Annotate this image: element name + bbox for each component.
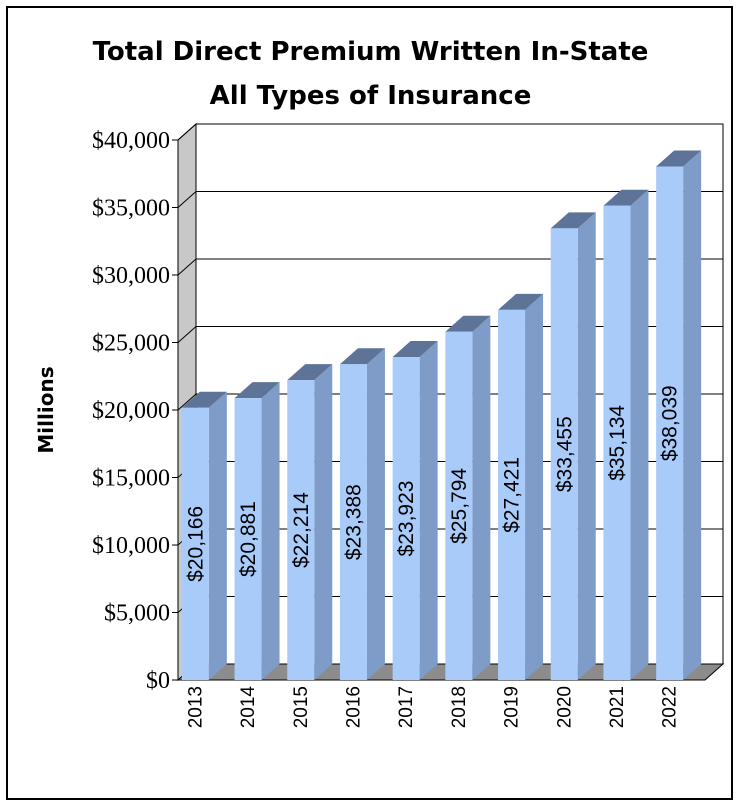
gridline-side bbox=[177, 191, 197, 208]
x-tick-label: 2013 bbox=[185, 686, 206, 728]
bar bbox=[603, 189, 649, 681]
bar-front bbox=[498, 309, 526, 680]
data-label: $20,166 bbox=[184, 506, 207, 582]
x-tick-label: 2014 bbox=[238, 686, 259, 729]
bar-top bbox=[181, 391, 227, 408]
bar bbox=[287, 364, 333, 680]
bar-front bbox=[550, 228, 578, 681]
y-tick-label: $20,000 bbox=[92, 398, 170, 424]
y-tick-label: $10,000 bbox=[92, 533, 170, 559]
bar-front bbox=[287, 380, 315, 680]
bar-side bbox=[208, 391, 227, 680]
y-tick-label: $40,000 bbox=[92, 128, 170, 154]
data-labels: $20,166 $20,881 $22,214 $23,388 $23,923 $25,7… bbox=[184, 385, 681, 582]
bar-top bbox=[287, 364, 333, 381]
bar-side bbox=[314, 364, 333, 680]
data-label: $23,923 bbox=[395, 481, 418, 557]
bar-side bbox=[525, 293, 544, 680]
data-label: $35,134 bbox=[606, 405, 629, 481]
y-tick-label: $30,000 bbox=[92, 263, 170, 289]
data-label: $33,455 bbox=[553, 416, 576, 492]
x-tick-label: 2020 bbox=[554, 686, 575, 728]
y-axis-ticks: $0 $5,000 $10,000 $15,000 $20,000 $25,000 $30,… bbox=[92, 128, 179, 694]
bar bbox=[550, 212, 596, 681]
bar-front bbox=[339, 364, 367, 680]
x-tick-label: 2017 bbox=[396, 686, 417, 728]
bar-side bbox=[472, 315, 491, 680]
x-tick-label: 2018 bbox=[449, 686, 470, 728]
x-tick-label: 2021 bbox=[607, 686, 628, 728]
data-label: $38,039 bbox=[659, 385, 682, 461]
bar-side bbox=[366, 348, 385, 680]
gridline-side bbox=[177, 123, 197, 141]
data-label: $23,388 bbox=[342, 484, 365, 560]
bar bbox=[181, 391, 227, 680]
bar-side bbox=[261, 382, 280, 680]
bar-top bbox=[234, 382, 280, 399]
bar bbox=[656, 150, 702, 680]
bar bbox=[498, 293, 544, 680]
x-tick-label: 2016 bbox=[343, 686, 364, 728]
x-tick-label: 2015 bbox=[291, 686, 312, 728]
bar bbox=[445, 315, 491, 680]
bar-top bbox=[498, 293, 544, 310]
x-tick-label: 2019 bbox=[502, 686, 523, 728]
bar-front bbox=[234, 398, 262, 680]
bar bbox=[339, 348, 385, 680]
data-label: $27,421 bbox=[501, 457, 524, 533]
gridline-side bbox=[177, 393, 197, 411]
bars bbox=[181, 150, 702, 681]
bar-front bbox=[656, 166, 684, 680]
bar-top bbox=[656, 150, 702, 167]
bar-front bbox=[392, 357, 420, 680]
bar-top bbox=[550, 212, 596, 229]
chart-title-line-2: All Types of Insurance bbox=[209, 81, 532, 111]
bar-side bbox=[577, 212, 596, 681]
bar-front bbox=[181, 407, 209, 680]
bar-side bbox=[630, 189, 649, 681]
data-label: $25,794 bbox=[448, 468, 471, 544]
bar-top bbox=[445, 315, 491, 332]
bar-top bbox=[392, 341, 438, 358]
y-tick-label: $0 bbox=[146, 668, 170, 694]
bar-front bbox=[445, 331, 473, 680]
y-axis-label: Millions bbox=[34, 366, 58, 453]
bar bbox=[392, 341, 438, 680]
x-tick-label: 2022 bbox=[660, 686, 681, 728]
chart-title: Total Direct Premium Written In-State Al… bbox=[0, 30, 741, 118]
x-axis-ticks: 2013 2014 2015 2016 2017 2018 2019 2020 2021 2022 bbox=[185, 686, 680, 729]
bar-top bbox=[339, 348, 385, 365]
y-tick-label: $15,000 bbox=[92, 466, 170, 492]
bar-top bbox=[603, 189, 649, 206]
chart-title-line-1: Total Direct Premium Written In-State bbox=[92, 37, 649, 67]
y-tick-label: $35,000 bbox=[92, 196, 170, 222]
gridline-side bbox=[177, 258, 197, 276]
bar bbox=[234, 382, 280, 680]
gridline-side bbox=[177, 326, 197, 343]
bar-front bbox=[603, 205, 631, 681]
data-label: $22,214 bbox=[290, 492, 313, 568]
bar-side bbox=[419, 341, 438, 680]
bar-side bbox=[683, 150, 702, 680]
y-tick-label: $25,000 bbox=[92, 331, 170, 357]
data-label: $20,881 bbox=[237, 501, 260, 577]
y-tick-label: $5,000 bbox=[104, 601, 170, 627]
